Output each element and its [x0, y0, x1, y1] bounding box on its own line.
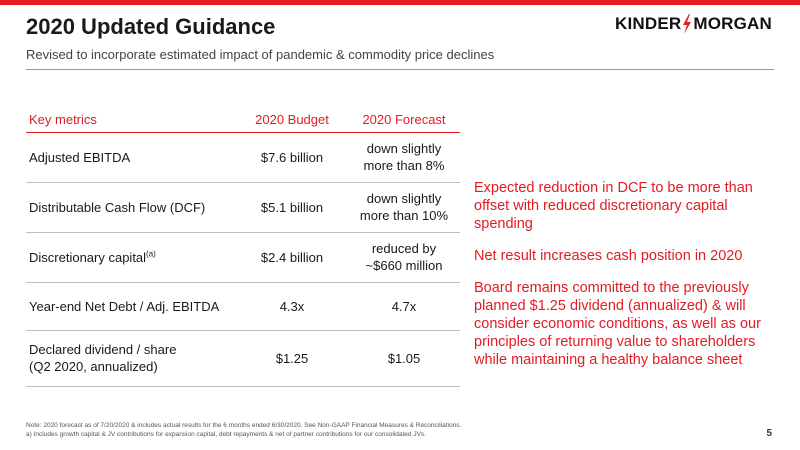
commentary-cash: Net result increases cash position in 20…: [474, 248, 743, 264]
key-metrics-table: Key metrics 2020 Budget 2020 Forecast Ad…: [26, 108, 460, 387]
table-header-row: Key metrics 2020 Budget 2020 Forecast: [26, 108, 460, 133]
metric-cell: Declared dividend / share (Q2 2020, annu…: [26, 330, 236, 387]
footnote-marker: (a): [146, 249, 156, 259]
metric-cell: Adjusted EBITDA: [26, 132, 236, 183]
header-divider: [26, 69, 774, 70]
page-title: 2020 Updated Guidance: [26, 14, 276, 39]
budget-cell: $7.6 billion: [236, 132, 348, 183]
forecast-cell: 4.7x: [348, 282, 460, 331]
budget-cell: $1.25: [236, 330, 348, 387]
logo-text-right: MORGAN: [693, 14, 772, 33]
page-number: 5: [766, 428, 772, 439]
commentary-dividend: Board remains committed to the previousl…: [474, 280, 761, 368]
forecast-cell: reduced by ~$660 million: [348, 232, 460, 283]
forecast-cell: $1.05: [348, 330, 460, 387]
table-row: Year-end Net Debt / Adj. EBITDA 4.3x 4.7…: [26, 282, 460, 331]
commentary-dcf: Expected reduction in DCF to be more tha…: [474, 180, 753, 232]
footnote-a: a) Includes growth capital & JV contribu…: [26, 431, 426, 438]
forecast-cell: down slightly more than 10%: [348, 182, 460, 233]
kinder-morgan-logo: KINDER MORGAN: [615, 14, 772, 34]
metric-label: Discretionary capital: [29, 249, 147, 265]
header-key-metrics: Key metrics: [26, 108, 236, 133]
commentary-panel: Expected reduction in DCF to be more tha…: [474, 179, 774, 383]
metric-cell: Year-end Net Debt / Adj. EBITDA: [26, 282, 236, 331]
forecast-cell: down slightly more than 8%: [348, 132, 460, 183]
header-forecast: 2020 Forecast: [348, 108, 460, 133]
lightning-bolt-icon: [683, 14, 692, 34]
metric-cell: Distributable Cash Flow (DCF): [26, 182, 236, 233]
budget-cell: 4.3x: [236, 282, 348, 331]
footnotes: Note: 2020 forecast as of 7/20/2020 & in…: [26, 421, 726, 439]
metric-label: Distributable Cash Flow (DCF): [29, 199, 206, 215]
table-row: Adjusted EBITDA $7.6 billion down slight…: [26, 132, 460, 183]
table-row: Declared dividend / share (Q2 2020, annu…: [26, 330, 460, 387]
budget-cell: $5.1 billion: [236, 182, 348, 233]
metric-label: Declared dividend / share (Q2 2020, annu…: [29, 342, 177, 374]
page-subtitle: Revised to incorporate estimated impact …: [26, 47, 495, 62]
metric-cell: Discretionary capital(a): [26, 232, 236, 283]
table-row: Discretionary capital(a) $2.4 billion re…: [26, 232, 460, 283]
footnote-note: Note: 2020 forecast as of 7/20/2020 & in…: [26, 422, 462, 429]
metric-label: Year-end Net Debt / Adj. EBITDA: [29, 298, 220, 314]
header-budget: 2020 Budget: [236, 108, 348, 133]
logo-text-left: KINDER: [614, 14, 682, 33]
table-row: Distributable Cash Flow (DCF) $5.1 billi…: [26, 182, 460, 233]
metric-label: Adjusted EBITDA: [29, 149, 131, 165]
top-accent-bar: [0, 0, 800, 5]
budget-cell: $2.4 billion: [236, 232, 348, 283]
